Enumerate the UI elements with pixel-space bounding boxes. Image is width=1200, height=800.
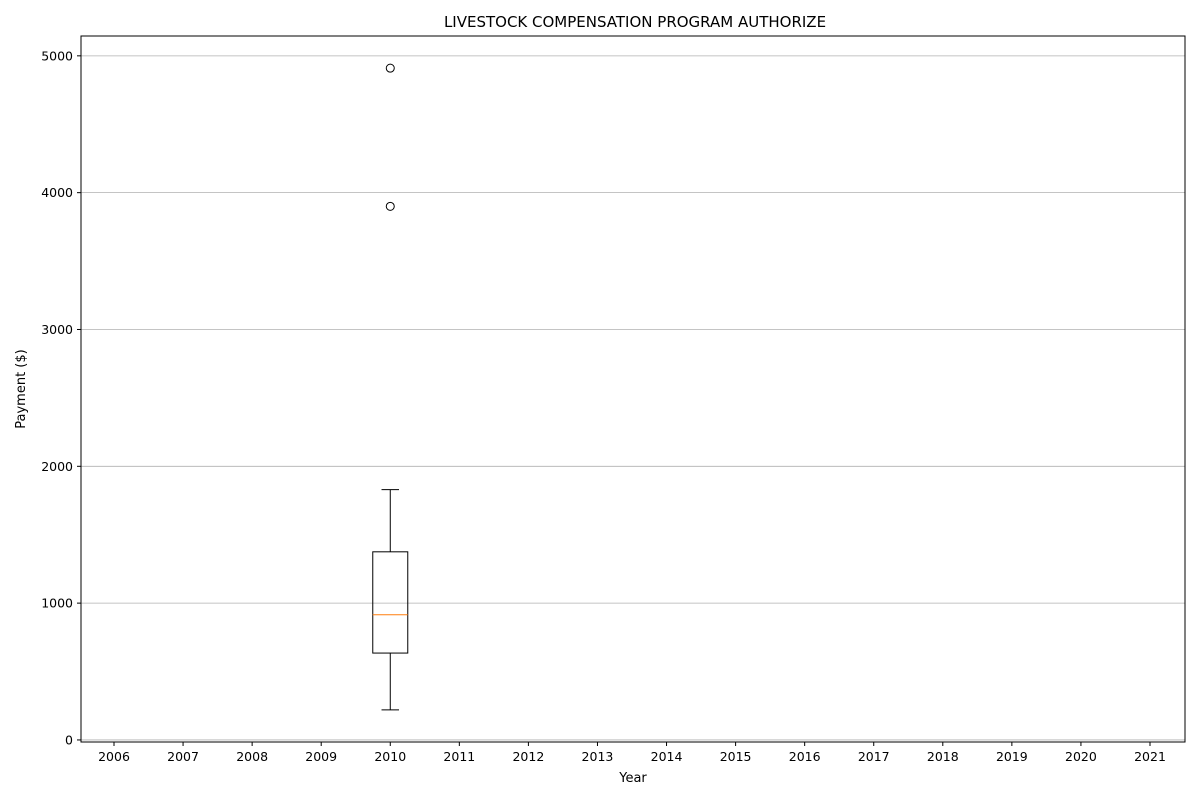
- y-tick-label: 3000: [41, 322, 73, 337]
- x-tick-label: 2009: [305, 749, 337, 764]
- y-gridlines: [81, 55, 1185, 741]
- y-tick-label: 1000: [41, 596, 73, 611]
- plot-frame: [80, 35, 1186, 743]
- outlier-point: [385, 201, 395, 211]
- x-tick-label: 2016: [789, 749, 821, 764]
- x-tick-label: 2017: [858, 749, 890, 764]
- iqr-box: [372, 551, 409, 654]
- y-axis-ticks: 0 1000 2000 3000 4000 5000: [41, 48, 81, 747]
- y-tick-label: 2000: [41, 459, 73, 474]
- y-tick-label: 0: [65, 732, 73, 747]
- x-tick-label: 2006: [98, 749, 130, 764]
- x-tick-label: 2012: [512, 749, 544, 764]
- outlier-point: [385, 63, 395, 73]
- x-tick-label: 2020: [1065, 749, 1097, 764]
- x-tick-label: 2019: [996, 749, 1028, 764]
- x-tick-label: 2015: [720, 749, 752, 764]
- x-axis-label: Year: [618, 771, 647, 786]
- x-tick-label: 2007: [167, 749, 199, 764]
- x-tick-label: 2021: [1134, 749, 1166, 764]
- x-tick-label: 2008: [236, 749, 268, 764]
- x-tick-label: 2011: [443, 749, 475, 764]
- chart-title: LIVESTOCK COMPENSATION PROGRAM AUTHORIZE: [444, 13, 826, 31]
- y-tick-label: 4000: [41, 185, 73, 200]
- y-tick-label: 5000: [41, 48, 73, 63]
- x-tick-label: 2013: [582, 749, 614, 764]
- x-tick-label: 2014: [651, 749, 683, 764]
- x-tick-label: 2018: [927, 749, 959, 764]
- y-axis-label: Payment ($): [14, 349, 29, 428]
- box-series: [372, 63, 409, 711]
- x-tick-label: 2010: [374, 749, 406, 764]
- x-axis-ticks: 2006 2007 2008 2009 2010 2011 2012 2013 2014 2015…: [98, 742, 1166, 764]
